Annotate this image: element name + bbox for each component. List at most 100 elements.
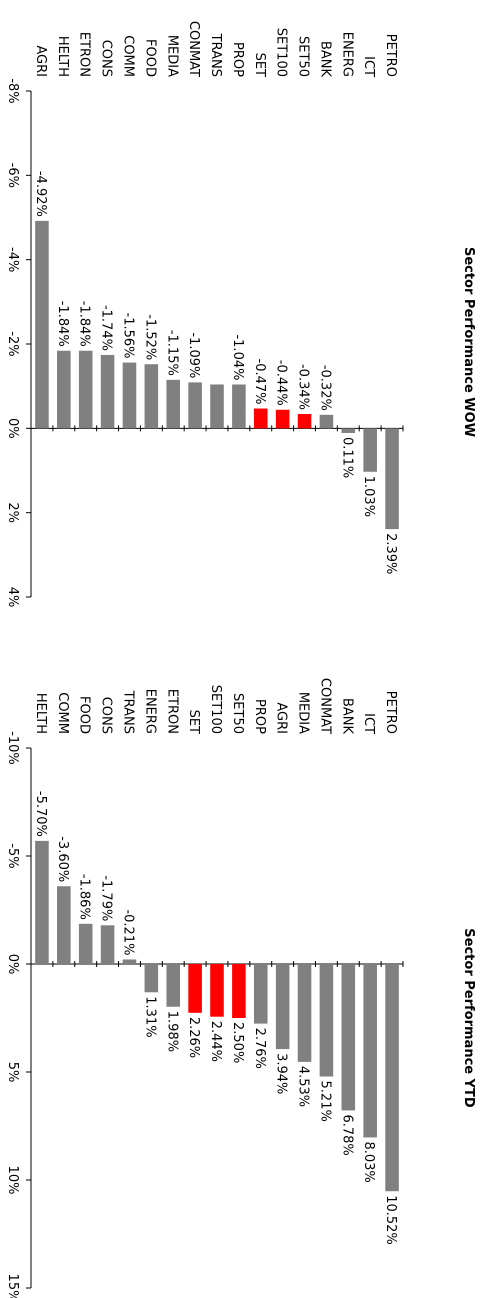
category-label: PROP [252, 699, 267, 734]
data-label: -1.15% [164, 330, 179, 376]
data-label: -0.32% [317, 365, 332, 411]
data-label: -1.84% [77, 301, 92, 347]
value-axis-tick-label: -8% [5, 78, 20, 103]
category-label: CONS [99, 697, 114, 734]
data-label: -0.21% [120, 909, 135, 955]
bar-prop [232, 384, 246, 429]
chart-sector-performance-ytd: Sector Performance YTD -10% -5% 0% 5% 10% 15% P… [5, 678, 476, 1298]
data-label: -1.52% [142, 314, 157, 360]
chart-sector-performance-wow: Sector Performance WOW -8% -6% -4% -2% 0% 2% 4%… [5, 21, 476, 607]
category-label: FOOD [77, 696, 92, 734]
value-axis-tick-label: -2% [5, 331, 20, 356]
bar-agri [275, 964, 290, 1050]
category-label: BANK [317, 41, 332, 78]
bar-energ [144, 964, 159, 993]
value-axis-tick-label: -6% [5, 163, 20, 188]
bar-cons [100, 354, 115, 429]
data-label: 2.50% [230, 1022, 245, 1063]
bar-comm [122, 362, 137, 429]
category-label: CONMAT [317, 678, 332, 734]
bar-bank [319, 414, 334, 429]
data-label: 8.03% [361, 1141, 376, 1182]
category-label: TRANS [120, 690, 135, 734]
category-label: FOOD [142, 39, 157, 77]
bar-petro [385, 964, 399, 1192]
bar-helth [57, 350, 71, 429]
category-label: ENERG [142, 689, 157, 734]
bar-helth [35, 840, 49, 965]
bar-set50 [297, 413, 312, 429]
bar-etron [166, 964, 181, 1007]
data-label: -1.04% [230, 334, 245, 380]
category-label: COMM [55, 692, 70, 734]
bar-comm [57, 886, 71, 964]
bar-set [188, 964, 202, 1013]
data-label: 2.26% [186, 1017, 201, 1058]
category-label: ICT [361, 713, 376, 734]
category-label: TRANS [208, 33, 223, 77]
value-axis-tick-label: 0% [5, 954, 20, 975]
bar-media [297, 964, 312, 1062]
value-axis-tick-label: -4% [5, 247, 20, 272]
category-label: SET [186, 710, 201, 734]
chart-title: Sector Performance YTD [461, 928, 476, 1108]
value-axis-tick-label: 4% [5, 587, 20, 608]
data-label: 5.21% [317, 1081, 332, 1122]
category-label: HELTH [33, 693, 48, 734]
data-label: 3.94% [274, 1053, 289, 1094]
value-axis-tick-label: -10% [5, 731, 20, 765]
bar-ict [363, 964, 377, 1138]
bar-trans [210, 384, 224, 429]
category-label: HELTH [55, 36, 70, 77]
data-label: 0.11% [339, 437, 354, 478]
bar-bank [341, 964, 356, 1111]
bar-petro [385, 428, 399, 530]
bar-conmat [188, 382, 202, 429]
bar-ict [363, 428, 377, 472]
category-label: AGRI [33, 45, 48, 77]
bar-set100 [210, 964, 224, 1017]
data-label: 1.03% [361, 476, 376, 517]
category-label: SET100 [208, 685, 223, 734]
data-label: -0.34% [296, 364, 311, 410]
category-label: SET50 [230, 693, 245, 734]
data-label: -1.09% [186, 332, 201, 378]
value-axis-tick-label: 2% [5, 502, 20, 523]
data-label: -0.44% [274, 360, 289, 406]
value-axis-tick-label: -5% [5, 843, 20, 868]
category-label: ICT [361, 56, 376, 77]
bar-trans [122, 959, 137, 964]
data-label: 10.52% [383, 1195, 398, 1245]
data-label: -1.86% [77, 874, 92, 920]
data-label: -1.74% [99, 305, 114, 351]
data-label: -3.60% [55, 836, 70, 882]
bar-media [166, 379, 181, 429]
bar-energ [341, 428, 356, 433]
data-label: 4.53% [296, 1066, 311, 1107]
category-label: ENERG [339, 32, 354, 77]
data-label: 2.76% [252, 1028, 267, 1069]
value-axis-tick-label: 5% [5, 1062, 20, 1083]
category-label: SET50 [296, 36, 311, 77]
value-axis-tick-label: 0% [5, 418, 20, 439]
data-label: 6.78% [339, 1114, 354, 1155]
value-axis-tick-label: 15% [5, 1274, 20, 1298]
category-label: SET [252, 53, 267, 77]
category-label: PROP [230, 42, 245, 77]
category-label: AGRI [274, 702, 289, 734]
value-axis-tick-label: 10% [5, 1166, 20, 1195]
category-label: CONMAT [186, 21, 201, 77]
bar-set50 [232, 964, 246, 1018]
category-label: PETRO [383, 691, 398, 734]
category-label: COMM [120, 35, 135, 77]
category-label: ETRON [164, 689, 179, 734]
data-label: -4.92% [33, 171, 48, 217]
bar-food [78, 923, 93, 964]
category-label: MEDIA [164, 35, 179, 77]
bar-prop [253, 964, 268, 1024]
bar-etron [78, 350, 93, 429]
data-label: 2.44% [208, 1021, 223, 1062]
data-label: -1.79% [99, 875, 114, 921]
data-label: -1.84% [55, 301, 70, 347]
